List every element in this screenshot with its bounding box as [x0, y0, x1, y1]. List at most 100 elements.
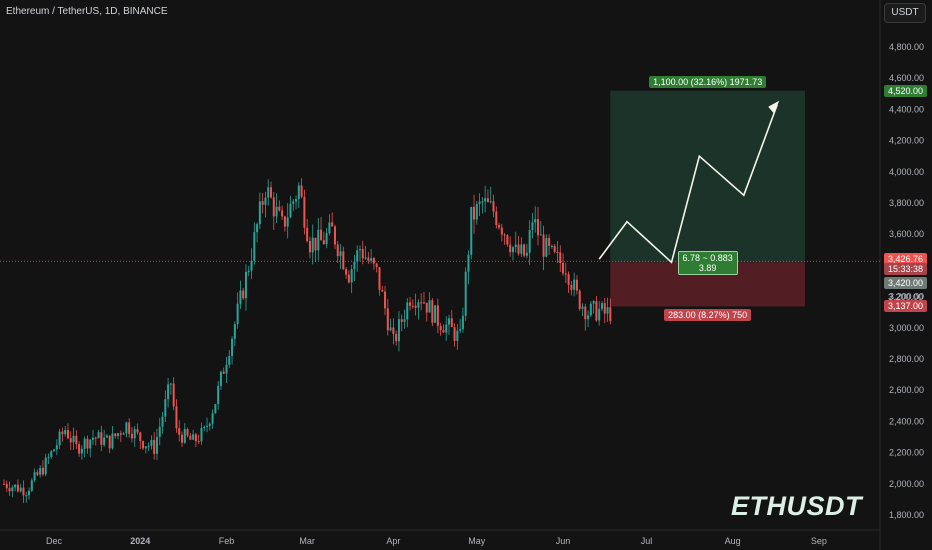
candle-body: [517, 244, 520, 254]
candle-body: [256, 224, 259, 233]
candle-body: [356, 250, 359, 262]
candle-body: [61, 431, 64, 435]
stop-info-label: 283.00 (8.27%) 750: [664, 309, 752, 322]
candle-body: [297, 185, 300, 200]
candle-body: [189, 435, 192, 440]
candle-body: [78, 444, 81, 454]
candle-body: [144, 446, 147, 449]
currency-selector[interactable]: USDT: [884, 3, 926, 23]
candle-body: [514, 244, 517, 248]
candle-body: [242, 290, 245, 299]
candle-body: [228, 356, 231, 365]
candle-body: [278, 206, 281, 211]
y-tick-label: 4,800.00: [889, 42, 924, 52]
candle-body: [58, 431, 61, 446]
candle-body: [33, 472, 36, 481]
candle-body: [406, 302, 409, 320]
candle-body: [606, 307, 609, 314]
candle-body: [420, 302, 423, 304]
candle-body: [136, 429, 139, 433]
candle-body: [314, 237, 317, 251]
candle-body: [442, 330, 445, 333]
candle-body: [295, 199, 298, 202]
candle-body: [289, 203, 292, 218]
candle-body: [103, 437, 106, 445]
candle-body: [375, 263, 378, 268]
candle-body: [64, 430, 67, 435]
candle-body: [172, 383, 175, 407]
candle-body: [264, 197, 267, 205]
candle-body: [339, 251, 342, 257]
candle-body: [155, 437, 158, 454]
candle-body: [556, 251, 559, 253]
candle-body: [281, 210, 284, 217]
candle-body: [8, 488, 11, 492]
candle-body: [453, 327, 456, 341]
candle-body: [395, 333, 398, 342]
candle-body: [461, 315, 464, 330]
candle-body: [41, 467, 44, 475]
candle-body: [39, 467, 42, 475]
x-tick-label: Mar: [299, 536, 315, 546]
candle-body: [194, 434, 197, 442]
candle-body: [211, 413, 214, 424]
candle-body: [153, 439, 156, 454]
candle-body: [100, 432, 103, 445]
candle-body: [231, 338, 234, 357]
candle-body: [409, 302, 412, 306]
candle-body: [439, 325, 442, 331]
candle-body: [364, 257, 367, 259]
candle-body: [381, 289, 384, 292]
candle-body: [83, 438, 86, 449]
candle-body: [320, 229, 323, 241]
candle-body: [498, 225, 501, 228]
candle-body: [322, 240, 325, 245]
candle-body: [253, 232, 256, 261]
candle-body: [397, 319, 400, 342]
target-info-label: 1,100.00 (32.16%) 1971.73: [649, 75, 767, 88]
candle-body: [275, 206, 278, 217]
candle-body: [164, 399, 167, 417]
candle-body: [306, 227, 309, 242]
candle-body: [30, 480, 33, 491]
candle-body: [328, 222, 331, 234]
y-tick-label: 3,600.00: [889, 229, 924, 239]
x-tick-label: Dec: [46, 536, 63, 546]
candle-body: [456, 330, 459, 341]
candle-body: [600, 303, 603, 309]
stop-price-tag: 3,137.00: [884, 300, 928, 313]
candle-body: [167, 384, 170, 400]
y-tick-label: 4,400.00: [889, 104, 924, 114]
candle-body: [225, 364, 228, 374]
candle-body: [459, 329, 462, 331]
target-price-tag: 4,520.00: [884, 84, 928, 97]
candle-body: [325, 233, 328, 245]
candle-body: [428, 300, 431, 313]
candle-body: [450, 318, 453, 328]
y-tick-label: 3,800.00: [889, 198, 924, 208]
candle-body: [292, 201, 295, 204]
candle-body: [489, 201, 492, 203]
candle-body: [28, 490, 31, 496]
candle-body: [128, 422, 131, 434]
y-tick-label: 4,000.00: [889, 167, 924, 177]
candle-body: [158, 426, 161, 438]
candle-body: [331, 222, 334, 227]
x-tick-label: Apr: [386, 536, 400, 546]
candle-body: [119, 433, 122, 435]
candle-body: [567, 274, 570, 285]
candle-body: [603, 303, 606, 314]
candle-body: [75, 435, 78, 445]
candle-body: [589, 303, 592, 316]
x-tick-label: Jun: [556, 536, 571, 546]
candle-body: [592, 301, 595, 304]
candle-body: [473, 206, 476, 220]
candle-body: [367, 257, 370, 261]
candle-body: [114, 433, 117, 437]
x-tick-label: May: [468, 536, 486, 546]
candle-body: [258, 201, 261, 225]
candle-body: [350, 269, 353, 283]
y-tick-label: 4,200.00: [889, 136, 924, 146]
candle-body: [233, 324, 236, 339]
